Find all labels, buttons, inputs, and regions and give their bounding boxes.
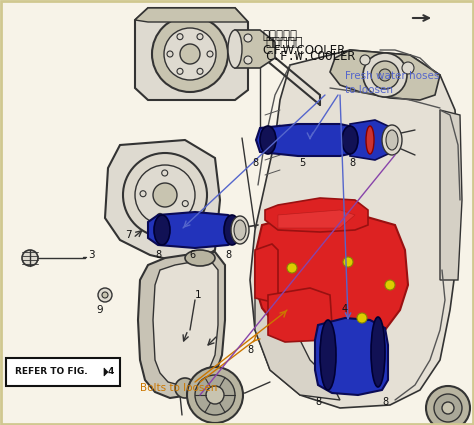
Text: 3: 3: [88, 250, 95, 260]
Ellipse shape: [224, 215, 240, 245]
Text: 8: 8: [349, 158, 355, 168]
Ellipse shape: [342, 126, 358, 154]
Ellipse shape: [260, 126, 276, 154]
Polygon shape: [138, 252, 225, 398]
Polygon shape: [278, 210, 355, 228]
Ellipse shape: [320, 320, 336, 390]
Circle shape: [187, 367, 243, 423]
Circle shape: [175, 378, 195, 398]
Text: Fresh water hoses
to loosen: Fresh water hoses to loosen: [345, 71, 439, 95]
Circle shape: [123, 153, 207, 237]
Text: 8: 8: [225, 250, 231, 260]
Circle shape: [360, 55, 370, 65]
Text: REFER TO FIG.: REFER TO FIG.: [15, 368, 88, 377]
Text: 1: 1: [195, 290, 201, 300]
Ellipse shape: [231, 216, 249, 244]
Text: 8: 8: [247, 345, 253, 355]
Polygon shape: [250, 50, 460, 408]
Circle shape: [244, 34, 252, 42]
Polygon shape: [255, 244, 278, 302]
FancyBboxPatch shape: [6, 358, 120, 386]
Polygon shape: [135, 8, 248, 100]
Text: 8: 8: [382, 397, 388, 407]
Text: 7: 7: [125, 230, 131, 240]
Text: 清水クーラ: 清水クーラ: [265, 36, 302, 48]
Ellipse shape: [366, 126, 374, 154]
Polygon shape: [440, 110, 462, 280]
Circle shape: [206, 386, 224, 404]
Polygon shape: [148, 212, 240, 248]
Ellipse shape: [228, 30, 242, 68]
Ellipse shape: [386, 130, 398, 150]
Circle shape: [287, 263, 297, 273]
Circle shape: [379, 69, 391, 81]
Circle shape: [102, 292, 108, 298]
Circle shape: [180, 44, 200, 64]
Polygon shape: [268, 288, 332, 342]
Circle shape: [343, 257, 353, 267]
Ellipse shape: [185, 250, 215, 266]
Polygon shape: [265, 198, 368, 232]
Polygon shape: [350, 120, 392, 160]
Text: C.F.W.COOLER: C.F.W.COOLER: [265, 49, 355, 62]
Polygon shape: [135, 8, 248, 22]
Polygon shape: [315, 318, 388, 395]
Text: Bolts to loosen: Bolts to loosen: [140, 383, 218, 393]
Circle shape: [371, 61, 399, 89]
Polygon shape: [104, 368, 108, 376]
Polygon shape: [256, 124, 362, 156]
Text: 8: 8: [252, 158, 258, 168]
Polygon shape: [330, 50, 440, 100]
Ellipse shape: [371, 317, 385, 387]
Polygon shape: [153, 260, 218, 386]
Circle shape: [426, 386, 470, 425]
Circle shape: [385, 280, 395, 290]
Text: 4: 4: [108, 368, 114, 377]
Text: 6: 6: [189, 250, 195, 260]
Text: C.F.W.COOLER: C.F.W.COOLER: [262, 43, 345, 57]
Text: 清水クーラ: 清水クーラ: [262, 28, 297, 42]
Text: 8: 8: [315, 397, 321, 407]
Ellipse shape: [382, 125, 402, 155]
Ellipse shape: [234, 220, 246, 240]
Circle shape: [402, 62, 414, 74]
Ellipse shape: [154, 215, 170, 245]
Circle shape: [363, 53, 407, 97]
Circle shape: [153, 183, 177, 207]
Circle shape: [195, 375, 235, 415]
Text: 4: 4: [342, 304, 348, 314]
Text: 8: 8: [155, 250, 161, 260]
Polygon shape: [255, 270, 340, 400]
Polygon shape: [105, 140, 220, 262]
Circle shape: [22, 250, 38, 266]
Circle shape: [135, 165, 195, 225]
Circle shape: [152, 16, 228, 92]
Polygon shape: [255, 215, 408, 338]
Circle shape: [442, 402, 454, 414]
Circle shape: [244, 56, 252, 64]
Circle shape: [98, 288, 112, 302]
Text: 5: 5: [299, 158, 305, 168]
Circle shape: [164, 28, 216, 80]
Polygon shape: [235, 30, 275, 68]
Circle shape: [357, 313, 367, 323]
Circle shape: [434, 394, 462, 422]
Text: 9: 9: [97, 305, 103, 315]
